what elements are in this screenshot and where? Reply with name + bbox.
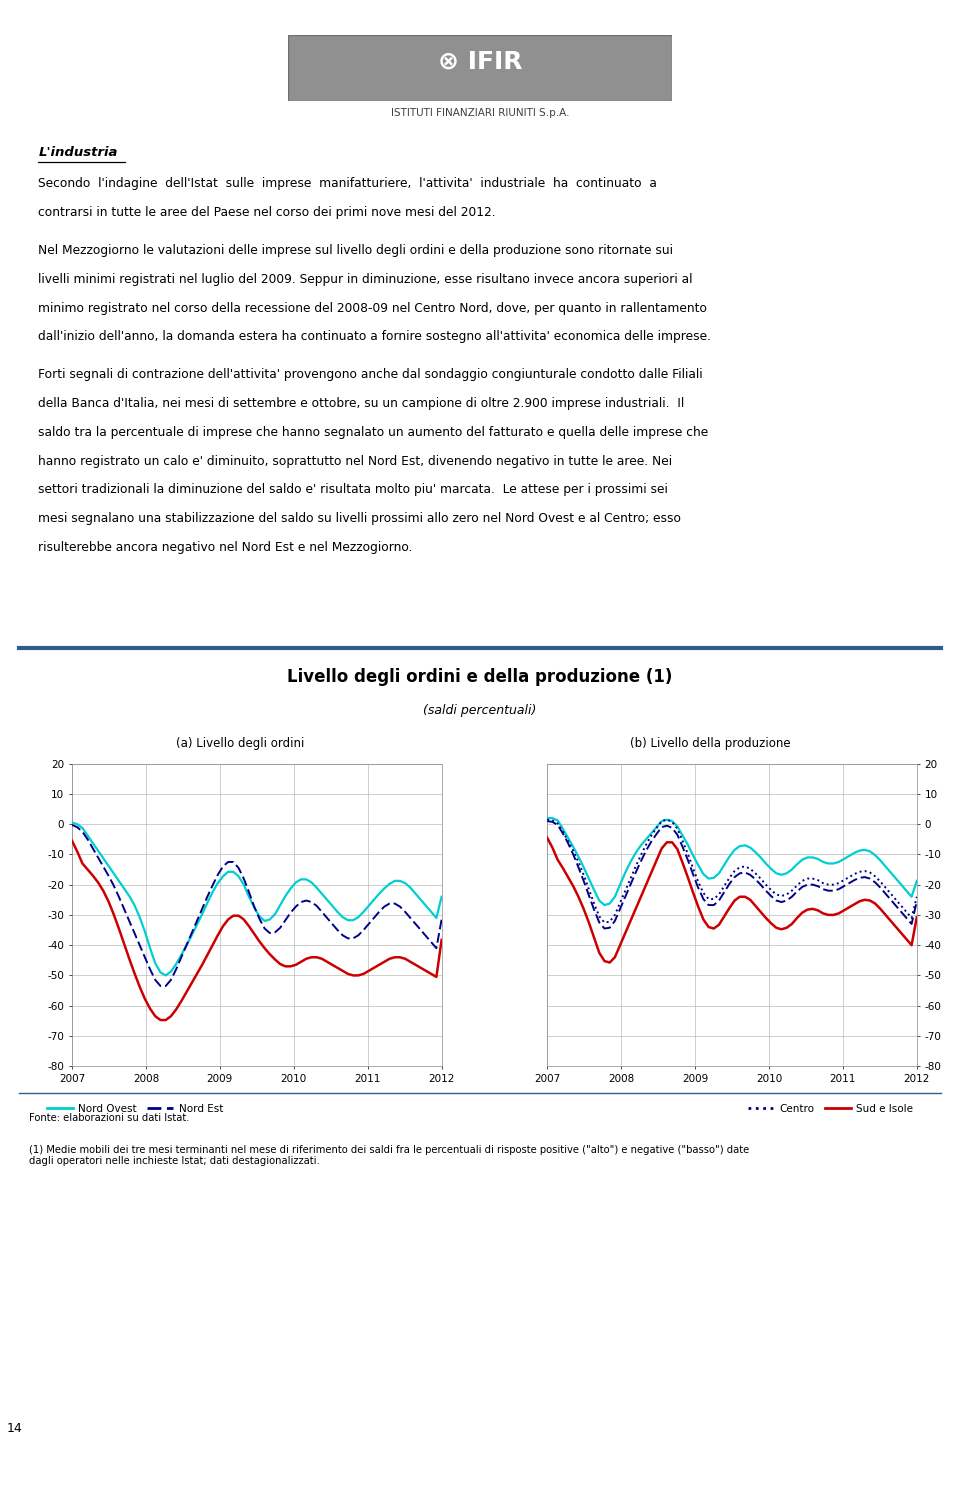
Text: SERVIZI FINANZIARI SU MISURA: SERVIZI FINANZIARI SU MISURA	[344, 1469, 616, 1482]
Text: Nel Mezzogiorno le valutazioni delle imprese sul livello degli ordini e della pr: Nel Mezzogiorno le valutazioni delle imp…	[38, 244, 673, 256]
Text: ⊗ IFIR: ⊗ IFIR	[438, 50, 522, 74]
Text: (1) Medie mobili dei tre mesi terminanti nel mese di riferimento dei saldi fra l: (1) Medie mobili dei tre mesi terminanti…	[29, 1145, 749, 1166]
Text: (b) Livello della produzione: (b) Livello della produzione	[630, 737, 791, 751]
Text: contrarsi in tutte le aree del Paese nel corso dei primi nove mesi del 2012.: contrarsi in tutte le aree del Paese nel…	[38, 207, 496, 219]
Text: Secondo  l'indagine  dell'Istat  sulle  imprese  manifatturiere,  l'attivita'  i: Secondo l'indagine dell'Istat sulle impr…	[38, 178, 658, 190]
Text: livelli minimi registrati nel luglio del 2009. Seppur in diminuzione, esse risul: livelli minimi registrati nel luglio del…	[38, 273, 693, 285]
Text: settori tradizionali la diminuzione del saldo e' risultata molto piu' marcata.  : settori tradizionali la diminuzione del …	[38, 484, 668, 496]
Text: Livello degli ordini e della produzione (1): Livello degli ordini e della produzione …	[287, 668, 673, 686]
Legend: Centro, Sud e Isole: Centro, Sud e Isole	[744, 1099, 917, 1119]
Text: 14: 14	[7, 1422, 22, 1434]
Text: della Banca d'Italia, nei mesi di settembre e ottobre, su un campione di oltre 2: della Banca d'Italia, nei mesi di settem…	[38, 397, 684, 410]
Text: (a) Livello degli ordini: (a) Livello degli ordini	[177, 737, 304, 751]
Text: mesi segnalano una stabilizzazione del saldo su livelli prossimi allo zero nel N: mesi segnalano una stabilizzazione del s…	[38, 513, 682, 525]
Text: (saldi percentuali): (saldi percentuali)	[423, 704, 537, 716]
Text: saldo tra la percentuale di imprese che hanno segnalato un aumento del fatturato: saldo tra la percentuale di imprese che …	[38, 425, 708, 439]
Text: hanno registrato un calo e' diminuito, soprattutto nel Nord Est, divenendo negat: hanno registrato un calo e' diminuito, s…	[38, 454, 673, 467]
Text: Fonte: elaborazioni su dati Istat.: Fonte: elaborazioni su dati Istat.	[29, 1113, 189, 1123]
Text: minimo registrato nel corso della recessione del 2008-09 nel Centro Nord, dove, : minimo registrato nel corso della recess…	[38, 302, 708, 315]
Text: risulterebbe ancora negativo nel Nord Est e nel Mezzogiorno.: risulterebbe ancora negativo nel Nord Es…	[38, 541, 413, 553]
Text: L'industria: L'industria	[38, 146, 118, 158]
Text: ISTITUTI FINANZIARI RIUNITI S.p.A.: ISTITUTI FINANZIARI RIUNITI S.p.A.	[391, 109, 569, 118]
Text: dall'inizio dell'anno, la domanda estera ha continuato a fornire sostegno all'at: dall'inizio dell'anno, la domanda estera…	[38, 330, 711, 344]
Text: Forti segnali di contrazione dell'attivita' provengono anche dal sondaggio congi: Forti segnali di contrazione dell'attivi…	[38, 368, 703, 382]
